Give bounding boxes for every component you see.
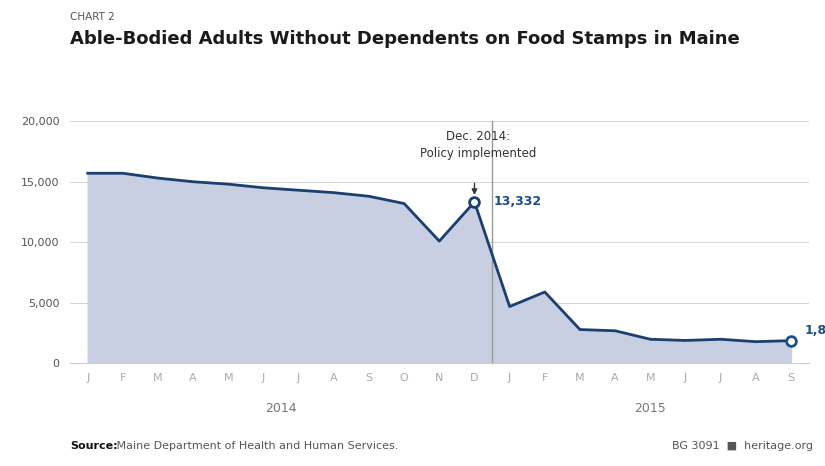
Text: Able-Bodied Adults Without Dependents on Food Stamps in Maine: Able-Bodied Adults Without Dependents on… bbox=[70, 30, 740, 48]
Text: BG 3091  ■  heritage.org: BG 3091 ■ heritage.org bbox=[672, 441, 813, 451]
Text: 2015: 2015 bbox=[634, 402, 666, 415]
Text: 13,332: 13,332 bbox=[494, 195, 542, 208]
Text: Source:: Source: bbox=[70, 441, 118, 451]
Text: CHART 2: CHART 2 bbox=[70, 12, 115, 21]
Text: Dec. 2014:
Policy implemented: Dec. 2014: Policy implemented bbox=[420, 130, 536, 160]
Text: 1,886: 1,886 bbox=[805, 324, 825, 337]
Text: Maine Department of Health and Human Services.: Maine Department of Health and Human Ser… bbox=[113, 441, 398, 451]
Text: 2014: 2014 bbox=[266, 402, 297, 415]
